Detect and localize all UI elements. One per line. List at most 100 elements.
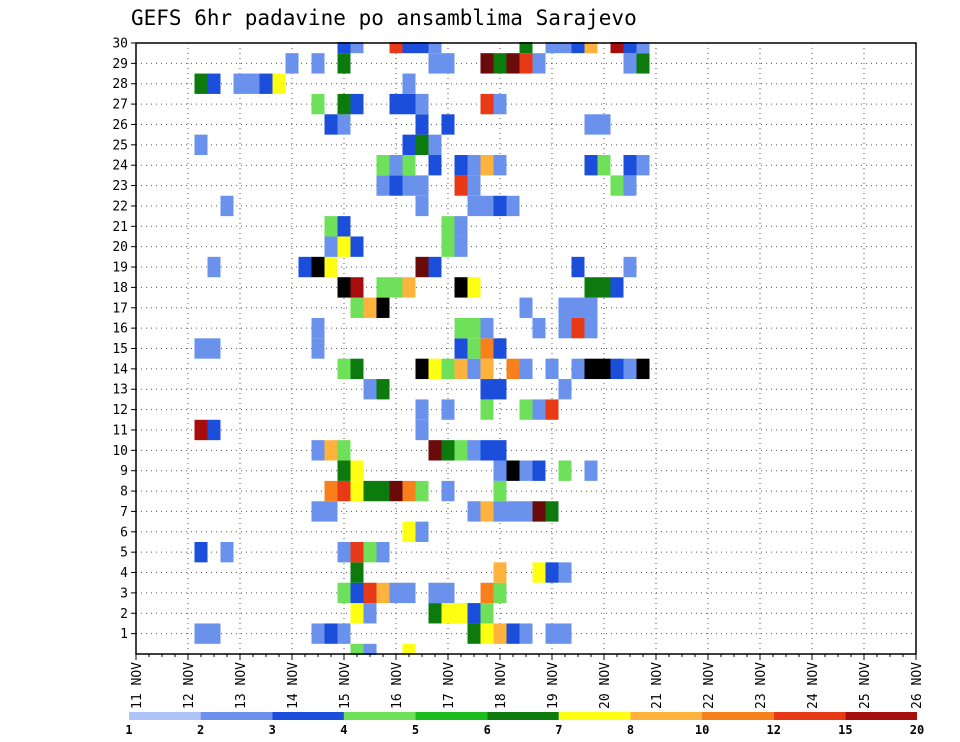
y-tick-label: 28 — [112, 77, 128, 92]
heatmap-cell — [493, 562, 507, 583]
heatmap-cell — [558, 623, 572, 644]
heatmap-cell — [337, 93, 351, 115]
heatmap-cell — [545, 358, 559, 380]
heatmap-cell — [233, 73, 247, 94]
heatmap-cell — [454, 317, 468, 339]
heatmap-cell — [467, 440, 481, 461]
heatmap-cell — [389, 582, 403, 604]
heatmap-cell — [623, 175, 637, 196]
y-tick-label: 14 — [112, 362, 128, 377]
y-tick-label: 4 — [120, 566, 128, 581]
heatmap-cell — [389, 42, 403, 54]
heatmap-cell — [415, 134, 429, 156]
colorbar-label: 8 — [627, 723, 634, 737]
heatmap-cell — [480, 93, 494, 115]
heatmap-cell — [597, 114, 611, 135]
heatmap-cell — [324, 480, 338, 502]
colorbar-swatch — [702, 712, 774, 720]
heatmap-cell — [597, 277, 611, 298]
heatmap-cell — [363, 480, 377, 502]
heatmap-cell — [519, 42, 533, 54]
heatmap-cell — [558, 42, 572, 54]
x-tick-label: 14 NOV — [286, 662, 301, 709]
heatmap-cell — [428, 256, 442, 278]
heatmap-cell — [493, 440, 507, 461]
heatmap-cell — [584, 155, 598, 176]
y-tick-label: 26 — [112, 118, 128, 133]
heatmap-cell — [337, 277, 351, 298]
heatmap-cell — [610, 175, 624, 196]
y-tick-label: 5 — [120, 546, 128, 561]
colorbar-label: 3 — [269, 723, 276, 737]
colorbar-swatch — [773, 712, 846, 720]
y-axis: 1234567891011121314151617181920212223242… — [112, 37, 136, 642]
heatmap-cell — [324, 623, 338, 644]
heatmap-cell — [636, 53, 650, 74]
heatmap-cell — [194, 338, 208, 359]
heatmap-cell — [519, 297, 533, 318]
heatmap-cell — [402, 134, 416, 156]
heatmap-cell — [376, 277, 390, 298]
heatmap-cell — [623, 256, 637, 278]
heatmap-cell — [519, 358, 533, 380]
heatmap-cell — [415, 521, 429, 542]
heatmap-cell — [441, 358, 455, 380]
heatmap-cell — [350, 460, 364, 481]
heatmap-cell — [363, 541, 377, 563]
heatmap-cell — [480, 358, 494, 380]
heatmap-cell — [415, 480, 429, 502]
heatmap-cell — [623, 155, 637, 176]
heatmap-cell — [480, 623, 494, 644]
heatmap-cell — [519, 53, 533, 74]
heatmap-cell — [493, 379, 507, 400]
heatmap-cell — [493, 195, 507, 217]
heatmap-cell — [376, 480, 390, 502]
y-tick-label: 24 — [112, 159, 128, 174]
colorbar-swatch — [487, 712, 559, 720]
x-tick-label: 15 NOV — [338, 662, 353, 709]
colorbar-label: 6 — [484, 723, 491, 737]
x-axis: 11 NOV 12 NOV 13 NOV 14 NOV 15 NOV 16 NOV 17 N… — [130, 654, 925, 709]
heatmap-cell — [545, 399, 559, 420]
heatmap-cell — [532, 53, 546, 74]
heatmap-cell — [207, 256, 221, 278]
heatmap-cell — [610, 42, 624, 54]
heatmap-cell — [402, 521, 416, 542]
heatmap-cell — [415, 114, 429, 135]
heatmap-cell — [337, 623, 351, 644]
colorbar-swatch — [630, 712, 703, 720]
heatmap-cell — [441, 236, 455, 257]
heatmap-cell — [389, 93, 403, 115]
heatmap-cell — [337, 582, 351, 604]
y-tick-label: 12 — [112, 403, 128, 418]
y-tick-label: 10 — [112, 444, 128, 459]
heatmap-cell — [467, 175, 481, 196]
heatmap-cell — [285, 53, 299, 74]
heatmap-cell — [415, 42, 429, 54]
heatmap-cell — [610, 358, 624, 380]
heatmap-cell — [558, 297, 572, 318]
heatmap-cell — [389, 480, 403, 502]
heatmap-cell — [571, 256, 585, 278]
x-tick-label: 22 NOV — [702, 662, 717, 709]
heatmap-cell — [480, 501, 494, 522]
heatmap-cell — [415, 93, 429, 115]
heatmap-cell — [519, 460, 533, 481]
heatmap-cell — [428, 42, 442, 54]
colorbar: 1 2 3 4 5 6 7 8 10 12 15 20 — [125, 712, 924, 737]
y-tick-label: 19 — [112, 261, 128, 276]
heatmap-cell — [480, 379, 494, 400]
heatmap-cell — [415, 419, 429, 441]
heatmap-cell — [623, 53, 637, 74]
heatmap-cell — [441, 480, 455, 502]
colorbar-label: 10 — [695, 723, 709, 737]
heatmap-cell — [506, 501, 520, 522]
y-tick-label: 17 — [112, 301, 128, 316]
grid-lines — [136, 42, 916, 654]
colorbar-swatch — [845, 712, 917, 720]
heatmap-cell — [337, 114, 351, 135]
heatmap-cell — [350, 277, 364, 298]
heatmap-cell — [402, 582, 416, 604]
heatmap-cell — [376, 541, 390, 563]
heatmap-cell — [584, 317, 598, 339]
